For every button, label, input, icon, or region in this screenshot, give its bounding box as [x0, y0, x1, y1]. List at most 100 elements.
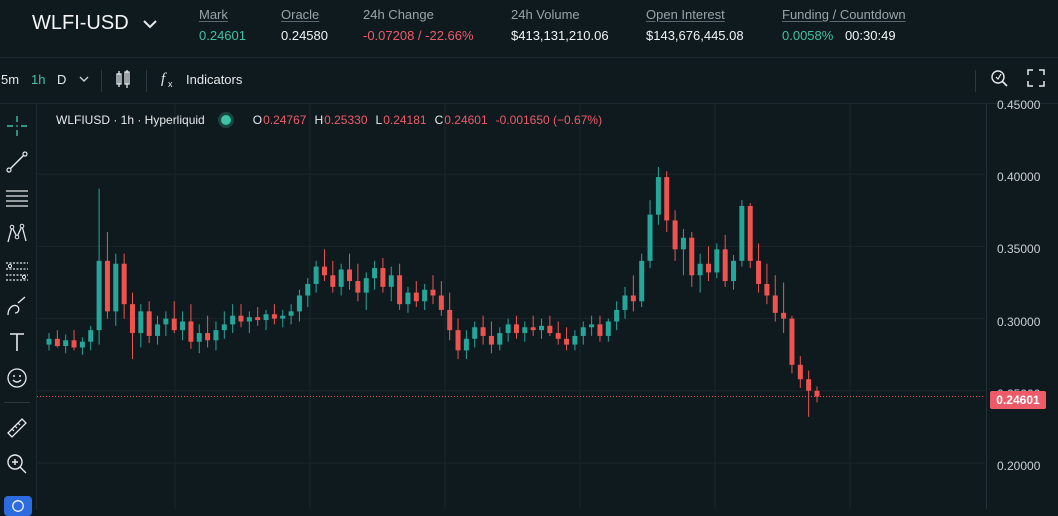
candle-body — [655, 177, 661, 215]
price-tick: 0.30000 — [997, 315, 1041, 329]
symbol-selector[interactable]: WLFI-USD — [32, 12, 157, 35]
interval-d[interactable]: D — [57, 72, 67, 87]
fib-retracement-icon[interactable] — [5, 258, 29, 282]
candle-body — [447, 309, 453, 331]
drawing-tools-sidebar — [0, 104, 37, 516]
volume-stat: 24h Volume $413,131,210.06 — [511, 7, 609, 43]
high-label: H — [314, 113, 324, 127]
candle-type-icon[interactable] — [114, 69, 132, 92]
candle-body — [255, 317, 261, 321]
price-chart[interactable] — [37, 104, 985, 509]
candle-body — [455, 330, 461, 351]
candle-body — [697, 263, 703, 276]
horizontal-lines-icon[interactable] — [5, 186, 29, 210]
candle-body — [605, 321, 611, 336]
open-interest-label[interactable]: Open Interest — [646, 7, 725, 22]
svg-text:f: f — [161, 71, 167, 87]
open-interest-stat: Open Interest $143,676,445.08 — [646, 7, 744, 43]
candle-body — [705, 263, 711, 273]
candle-body — [597, 324, 603, 336]
interval-1h[interactable]: 1h — [31, 72, 46, 87]
candle-body — [271, 314, 277, 319]
candle-body — [689, 237, 695, 276]
candle-body — [129, 304, 135, 334]
svg-text:x: x — [168, 79, 173, 89]
screenshot-icon[interactable] — [989, 68, 1009, 91]
brush-icon[interactable] — [5, 294, 29, 318]
text-tool-icon[interactable] — [5, 330, 29, 354]
interval-5m[interactable]: 5m — [1, 72, 20, 87]
candle-body — [714, 249, 720, 273]
crosshair-icon[interactable] — [5, 114, 29, 138]
low-value: 0.24181 — [383, 113, 427, 127]
candle-body — [739, 205, 745, 261]
open-label: O — [252, 113, 263, 127]
candle-body — [589, 324, 595, 328]
candle-body — [764, 283, 770, 296]
funding-stat: Funding / Countdown 0.0058% 00:30:49 — [782, 7, 906, 43]
candle-body — [380, 268, 386, 287]
candle-body — [564, 338, 570, 345]
candle-body — [781, 312, 787, 319]
candle-body — [580, 327, 586, 336]
price-axis[interactable]: 0.45000 0.40000 0.35000 0.30000 0.25000 … — [986, 98, 1058, 509]
last-price-tag: 0.24601 — [990, 391, 1046, 409]
volume-label: 24h Volume — [511, 7, 580, 22]
candle-body — [155, 324, 161, 336]
pattern-icon[interactable] — [5, 222, 29, 246]
ruler-icon[interactable] — [5, 416, 29, 440]
market-header: WLFI-USD Mark 0.24601 Oracle 0.24580 24h… — [0, 0, 1058, 58]
indicators-label: Indicators — [186, 71, 243, 87]
candle-body — [672, 220, 678, 250]
funding-rate: 0.0058% — [782, 28, 834, 43]
candle-body — [88, 330, 94, 342]
candle-body — [539, 325, 545, 331]
fullscreen-icon[interactable] — [1027, 69, 1045, 90]
candle-body — [213, 330, 219, 341]
close-value: 0.24601 — [444, 113, 488, 127]
toolbar-divider — [146, 70, 147, 92]
candle-body — [163, 318, 169, 325]
oracle-label[interactable]: Oracle — [281, 7, 320, 22]
candle-body — [747, 205, 753, 261]
candle-body — [413, 292, 419, 302]
candle-body — [313, 266, 319, 284]
funding-countdown: 00:30:49 — [844, 28, 896, 43]
candle-body — [338, 269, 344, 287]
candle-body — [789, 318, 795, 365]
volume-value: $413,131,210.06 — [511, 28, 609, 43]
candle-body — [96, 260, 102, 331]
candle-body — [438, 295, 444, 310]
change-stat: 24h Change -0.07208 / -22.66% — [363, 7, 474, 43]
trend-line-icon[interactable] — [5, 150, 29, 174]
candle-body — [113, 263, 119, 312]
candle-body — [647, 214, 653, 261]
candle-body — [205, 333, 211, 341]
candle-body — [372, 268, 378, 279]
candle-body — [54, 338, 60, 347]
mark-stat: Mark 0.24601 — [199, 7, 246, 43]
funding-label[interactable]: Funding / Countdown — [782, 7, 906, 22]
magnet-icon[interactable] — [4, 496, 32, 516]
candle-body — [463, 338, 469, 351]
candle-body — [572, 335, 578, 345]
price-tick: 0.35000 — [997, 242, 1041, 256]
mark-value: 0.24601 — [199, 28, 246, 43]
oracle-stat: Oracle 0.24580 — [281, 7, 328, 43]
interval-dropdown-chevron-icon[interactable] — [79, 71, 89, 86]
change-value: -0.001650 (−0.67%) — [495, 113, 603, 127]
candle-body — [355, 281, 361, 293]
candle-body — [497, 333, 503, 345]
emoji-icon[interactable] — [5, 366, 29, 390]
candle-body — [513, 324, 519, 334]
candle-body — [480, 327, 486, 336]
zoom-in-icon[interactable] — [5, 452, 29, 476]
candle-body — [221, 324, 227, 331]
candle-body — [422, 289, 428, 302]
candle-body — [305, 283, 311, 296]
mark-label[interactable]: Mark — [199, 7, 228, 22]
candle-body — [430, 289, 436, 296]
candle-body — [722, 249, 728, 282]
